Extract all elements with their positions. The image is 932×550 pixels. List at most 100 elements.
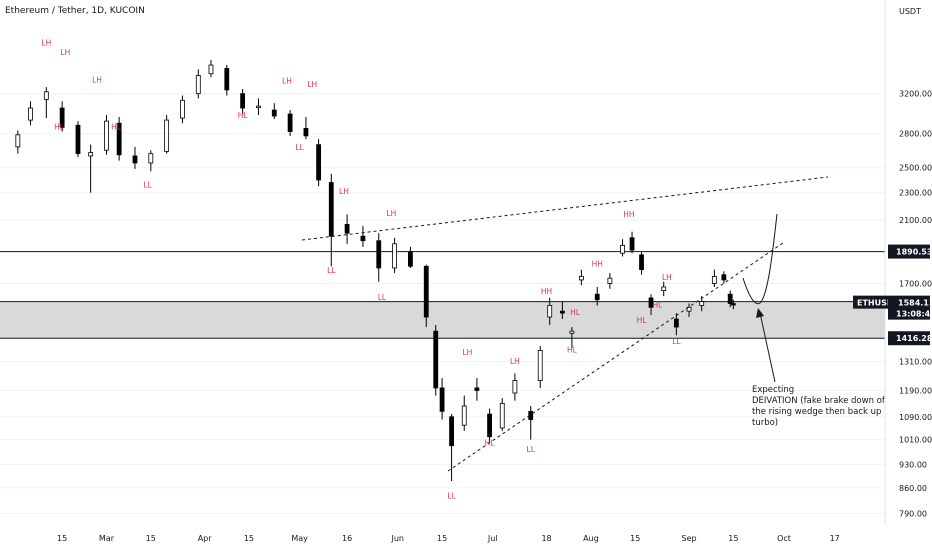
time-tick-label: 15 [57,534,67,543]
wave-label: LH [307,80,317,89]
candle [449,414,454,482]
candle [132,146,138,169]
candle [75,121,81,158]
candle [43,87,49,119]
candle-body [316,144,322,181]
candle [271,103,277,120]
candle [224,65,230,96]
candle-series [15,59,736,482]
annotation-line: the rising wedge then back up [752,407,881,417]
price-tick-label: 1190.00 [899,386,932,395]
candle-body [673,318,679,328]
candle-body [474,387,480,391]
candle-body [620,244,625,254]
candle-body [376,240,382,269]
candle-body [661,286,667,291]
symbol-tag: ETHUSDT [857,299,900,308]
time-tick-label: Oct [777,534,791,543]
candle-body [344,223,350,234]
price-tick-label: 860.00 [899,484,927,493]
time-tick-label: 15 [146,534,156,543]
wave-label: HL [637,316,648,325]
candle [461,395,467,431]
candle [578,269,584,286]
time-axis[interactable]: 15 Mar 15 Apr 15 May 16 Jun 15 Jul 18 Aug 15 Sep 15 Oct… [57,534,840,543]
candle [686,303,692,318]
candle [316,139,322,187]
wave-label: LL [295,143,304,152]
candle [629,231,635,254]
candle [721,271,727,284]
candle-body [648,297,654,308]
level-low-tag: 1416.28 [896,334,932,343]
candle-body [271,109,277,117]
candle [180,95,185,124]
candle [569,327,575,349]
candle [195,69,201,99]
candle [547,297,553,326]
candle [148,150,154,172]
candle-body [461,405,467,426]
time-tick-label: Mar [99,534,115,543]
time-tick-label: 15 [728,534,738,543]
candle-body [499,402,505,429]
wave-label: HH [541,287,552,296]
candle [487,408,492,443]
countdown-tag: 13:08:47 [896,310,932,319]
candle-body [408,251,413,267]
candle-body [43,91,49,100]
wave-label: LL [447,492,456,501]
candle-body [594,293,600,301]
wave-label: LL [527,445,536,454]
wave-label: LL [672,337,681,346]
candle [423,264,429,328]
annotation-line: DEIVATION (fake brake down of [752,396,886,406]
candle-body [164,119,170,152]
wave-label: LL [378,293,387,302]
annotation-line: turbo) [752,418,778,428]
candle [537,346,543,388]
candle [730,299,736,310]
price-tick-label: 3200.00 [899,90,932,99]
projection-curve [742,213,778,305]
candle-body [699,301,705,306]
candle [116,117,122,161]
annotation-arrow-head [756,308,764,318]
time-tick-label: Jul [487,534,498,543]
price-axis[interactable]: USDT 3200.00 2800.00 2500.00 2300.00 2100.00 1… [899,7,932,518]
candle-body [711,276,717,284]
time-tick-label: Jun [391,534,405,543]
wave-label: HL [54,122,65,131]
candle [392,237,397,274]
candle [661,281,667,297]
candle [499,398,505,431]
price-tick-label: 1010.00 [899,436,932,445]
price-axis-currency: USDT [899,7,921,16]
wave-label: LL [327,266,336,275]
price-tick-label: 1090.00 [899,413,932,422]
candle-body [433,330,439,389]
price-tick-label: 2300.00 [899,189,932,198]
candle [303,117,309,140]
wave-label: HL [238,111,249,120]
candle-body [104,120,109,151]
wave-label: LH [282,77,292,86]
time-tick-label: 15 [630,534,640,543]
time-tick-label: 18 [541,534,551,543]
current-price-tag: 1584.11 [898,299,932,308]
candle [474,378,480,401]
time-tick-label: 15 [244,534,254,543]
candle [360,225,366,247]
wave-label: LH [462,348,472,357]
candle [344,214,350,244]
projection-path [742,213,778,305]
price-tick-label: 790.00 [899,509,927,518]
symbol-tag-bg [853,295,888,309]
time-tick-label: Sep [681,534,696,543]
support-zone [0,301,885,339]
annotation-arrow-line [759,312,776,383]
chart-title: Ethereum / Tether, 1D, KUCOIN [5,6,145,16]
wave-label: LL [143,181,152,190]
candle-body [303,128,309,137]
